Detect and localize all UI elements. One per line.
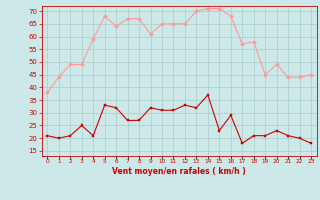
X-axis label: Vent moyen/en rafales ( km/h ): Vent moyen/en rafales ( km/h ): [112, 167, 246, 176]
